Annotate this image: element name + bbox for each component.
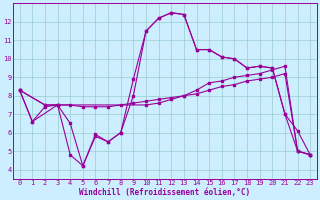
X-axis label: Windchill (Refroidissement éolien,°C): Windchill (Refroidissement éolien,°C) [79,188,251,197]
